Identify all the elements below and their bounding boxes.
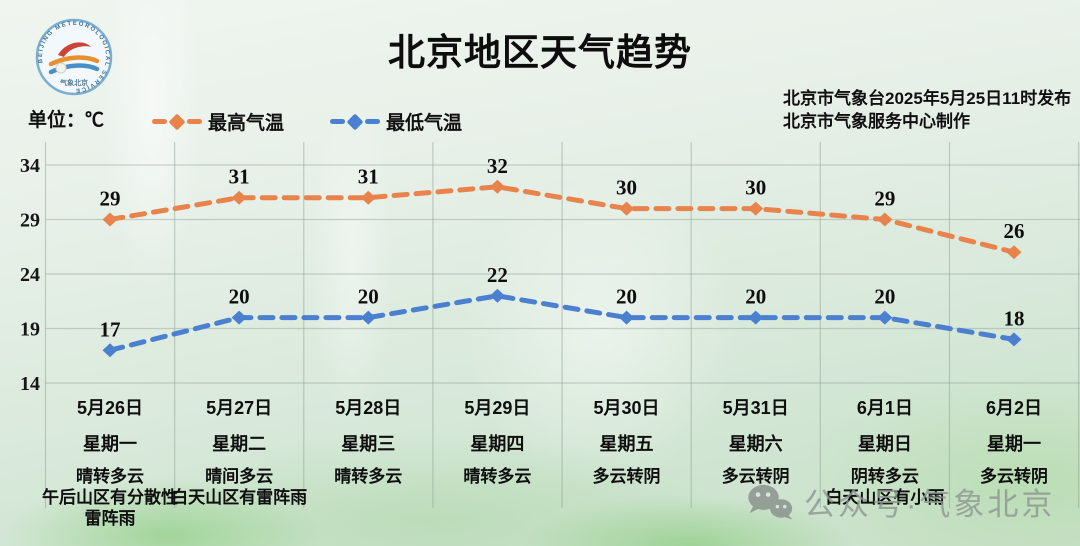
data-point-marker bbox=[360, 310, 376, 325]
logo-bottom-text: 气象北京 bbox=[59, 78, 88, 87]
y-tick-label: 34 bbox=[20, 155, 40, 177]
legend-item-min-temp: 最低气温 bbox=[330, 108, 462, 135]
data-point-value-label: 20 bbox=[745, 285, 766, 309]
data-point-marker bbox=[231, 310, 247, 325]
data-point-value-label: 30 bbox=[616, 176, 637, 200]
y-tick-label: 29 bbox=[20, 210, 40, 232]
max-temp-line bbox=[107, 184, 1017, 255]
y-tick-label: 19 bbox=[20, 319, 40, 341]
unit-label: 单位：℃ bbox=[28, 110, 105, 131]
data-point-value-label: 20 bbox=[874, 285, 895, 309]
watermark-text: 公众号·气象北京 bbox=[804, 487, 1056, 522]
data-point-value-label: 29 bbox=[100, 187, 121, 211]
page-title: 北京地区天气趋势 bbox=[388, 32, 692, 73]
data-point-value-label: 31 bbox=[229, 165, 250, 189]
watermark: 公众号·气象北京 bbox=[746, 479, 1055, 524]
logo-balloon bbox=[55, 62, 67, 74]
data-point-marker bbox=[360, 190, 376, 205]
station-logo: BEIJING METEOROLOGICAL SERVICE 气象北京 bbox=[35, 18, 113, 96]
wechat-icon bbox=[748, 484, 793, 520]
data-point-marker bbox=[489, 288, 505, 303]
legend-label-min-temp: 最低气温 bbox=[386, 113, 463, 134]
data-point-marker bbox=[231, 190, 247, 205]
data-point-value-label: 30 bbox=[745, 176, 766, 200]
data-point-value-label: 20 bbox=[358, 285, 379, 309]
data-point-marker bbox=[1006, 245, 1022, 260]
data-point-value-label: 20 bbox=[616, 285, 637, 309]
data-point-value-label: 18 bbox=[1003, 306, 1024, 330]
y-tick-label: 14 bbox=[20, 373, 40, 395]
legend-label-max-temp: 最高气温 bbox=[208, 113, 285, 134]
data-point-marker bbox=[489, 179, 505, 194]
data-point-value-label: 22 bbox=[487, 263, 508, 287]
publisher-line2: 北京市气象服务中心制作 bbox=[783, 112, 970, 131]
y-tick-label: 24 bbox=[20, 264, 40, 286]
max-temp-line-marker-icon bbox=[152, 113, 202, 130]
data-point-marker bbox=[1006, 332, 1022, 347]
data-point-value-label: 26 bbox=[1003, 219, 1024, 243]
data-point-value-label: 29 bbox=[874, 187, 895, 211]
data-point-marker bbox=[748, 310, 764, 325]
min-temp-line bbox=[107, 293, 1017, 353]
data-point-value-label: 31 bbox=[358, 165, 379, 189]
data-point-marker bbox=[877, 310, 893, 325]
chart-legend: 最高气温 最低气温 bbox=[152, 108, 462, 135]
publisher-info: 北京市气象台2025年5月25日11时发布 北京市气象服务中心制作 bbox=[783, 87, 1071, 133]
data-point-marker bbox=[619, 310, 635, 325]
logo-orange-wave bbox=[48, 55, 100, 67]
data-point-value-label: 17 bbox=[100, 317, 121, 341]
data-point-marker bbox=[102, 343, 118, 358]
data-point-marker bbox=[619, 201, 635, 216]
data-point-marker bbox=[748, 201, 764, 216]
logo-red-swoosh bbox=[58, 42, 91, 57]
min-temp-line-marker-icon bbox=[330, 113, 381, 130]
data-point-value-label: 32 bbox=[487, 154, 508, 178]
data-point-marker bbox=[102, 212, 118, 227]
data-point-value-label: 20 bbox=[229, 285, 250, 309]
legend-item-max-temp: 最高气温 bbox=[152, 108, 284, 135]
logo-blue-wave bbox=[48, 63, 100, 75]
publisher-line1: 北京市气象台2025年5月25日11时发布 bbox=[783, 89, 1072, 108]
data-point-marker bbox=[877, 212, 893, 227]
